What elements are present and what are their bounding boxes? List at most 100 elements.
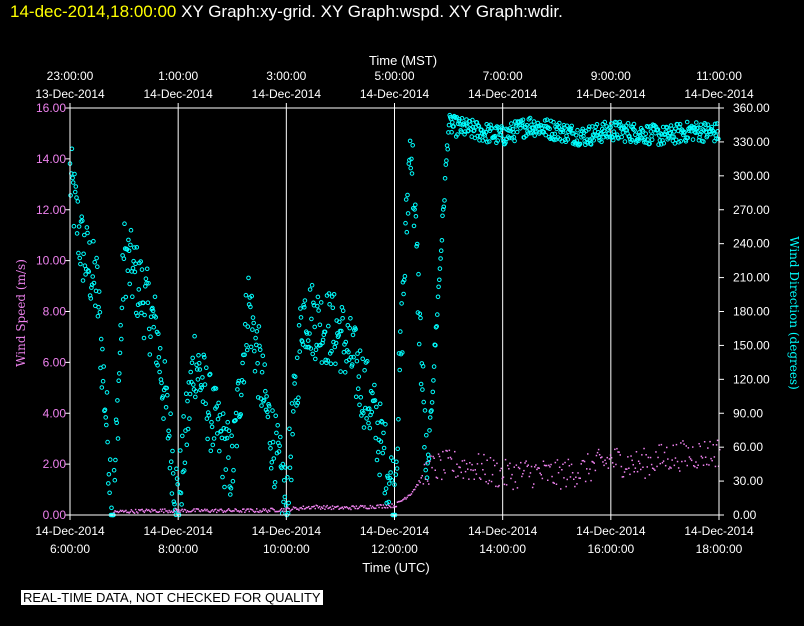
wspd-point xyxy=(129,511,131,513)
wspd-point xyxy=(138,509,140,511)
wdir-point xyxy=(429,400,435,405)
wdir-point xyxy=(373,435,379,441)
wspd-point xyxy=(153,509,155,511)
wspd-point xyxy=(633,471,635,473)
wspd-point xyxy=(370,507,373,509)
axes: 0.00 2.00 4.00 6.00 8.00 10.00 12.00 14.00 16.00… xyxy=(35,69,770,556)
wdir-point xyxy=(80,218,85,223)
wspd-point xyxy=(426,480,429,482)
wdir-point xyxy=(333,361,338,367)
wdir-point xyxy=(440,213,445,219)
wspd-point xyxy=(378,506,380,509)
wspd-point xyxy=(423,463,426,466)
wspd-point xyxy=(114,510,116,512)
wspd-point xyxy=(454,450,456,453)
wspd-point xyxy=(180,509,182,512)
wspd-point xyxy=(203,509,205,512)
wdir-point xyxy=(224,435,230,441)
wspd-point xyxy=(414,488,416,491)
wspd-point xyxy=(544,464,547,467)
wspd-point xyxy=(348,508,350,510)
wspd-point xyxy=(474,469,476,471)
wspd-point xyxy=(171,511,174,514)
wdir-point xyxy=(292,381,297,386)
wspd-point xyxy=(126,511,128,514)
wdir-point xyxy=(657,138,663,143)
wdir-point xyxy=(329,348,334,354)
wspd-point xyxy=(540,474,542,476)
wspd-point xyxy=(525,460,527,462)
wspd-point xyxy=(418,480,420,482)
wspd-point xyxy=(145,508,148,511)
wspd-point xyxy=(404,496,406,499)
wspd-point xyxy=(403,498,405,500)
wdir-point xyxy=(70,175,75,181)
wdir-point xyxy=(396,417,401,422)
wspd-point xyxy=(331,505,334,507)
wdir-point xyxy=(520,120,525,125)
wspd-point xyxy=(603,464,605,467)
wdir-point xyxy=(81,251,86,257)
wspd-point xyxy=(269,510,271,512)
wdir-point xyxy=(450,120,455,125)
wdir-point xyxy=(132,269,138,275)
wdir-point xyxy=(421,399,427,405)
wspd-point xyxy=(260,511,262,513)
wdir-point xyxy=(647,141,652,146)
wdir-point xyxy=(520,117,526,123)
wdir-point xyxy=(147,352,153,357)
wdir-point xyxy=(152,294,158,300)
wdir-point xyxy=(105,439,110,445)
wdir-point xyxy=(357,348,363,354)
wdir-point xyxy=(664,125,670,131)
wdir-point xyxy=(525,131,531,136)
bottom-tick-time: 10:00:00 xyxy=(263,542,310,556)
wspd-point xyxy=(302,505,305,507)
wdir-point xyxy=(507,135,512,141)
wdir-point xyxy=(382,490,388,496)
right-tick-label: 270.00 xyxy=(733,203,770,217)
wdir-point xyxy=(250,327,255,332)
wspd-point xyxy=(694,465,696,468)
wspd-point xyxy=(174,508,177,510)
wdir-point xyxy=(202,382,208,387)
wdir-point xyxy=(101,364,106,369)
wspd-point xyxy=(284,510,286,513)
wspd-point xyxy=(597,448,600,451)
wspd-point xyxy=(446,450,448,452)
wdir-point xyxy=(78,261,83,267)
wdir-point xyxy=(252,368,258,374)
wspd-point xyxy=(478,477,481,479)
wspd-point xyxy=(168,509,170,512)
wdir-point xyxy=(430,389,436,395)
wspd-point xyxy=(163,511,165,514)
wdir-point xyxy=(278,434,283,440)
wspd-point xyxy=(346,507,349,509)
wdir-point xyxy=(70,180,76,185)
wspd-point xyxy=(640,468,642,471)
wdir-point xyxy=(220,411,226,416)
right-tick-label: 0.00 xyxy=(733,508,757,522)
wspd-point xyxy=(594,469,597,472)
wdir-point xyxy=(407,138,413,144)
wspd-point xyxy=(644,477,646,479)
y-left-label: Wind Speed (m/s) xyxy=(14,259,28,367)
wspd-point xyxy=(662,460,665,462)
wdir-point xyxy=(74,195,79,200)
wdir-point xyxy=(455,132,460,137)
wdir-point xyxy=(308,346,314,351)
wdir-point xyxy=(403,197,409,202)
wdir-point xyxy=(205,410,211,415)
wdir-point xyxy=(440,207,446,212)
wspd-point xyxy=(485,481,487,483)
wdir-point xyxy=(195,377,201,382)
wspd-point xyxy=(421,475,423,477)
wspd-point xyxy=(240,511,243,513)
wspd-point xyxy=(165,510,167,512)
top-tick-date: 14-Dec-2014 xyxy=(576,87,646,101)
wdir-point xyxy=(564,133,569,139)
wspd-point xyxy=(161,508,164,510)
wdir-point xyxy=(698,122,704,127)
wdir-point xyxy=(181,414,186,419)
wdir-point xyxy=(353,394,359,400)
